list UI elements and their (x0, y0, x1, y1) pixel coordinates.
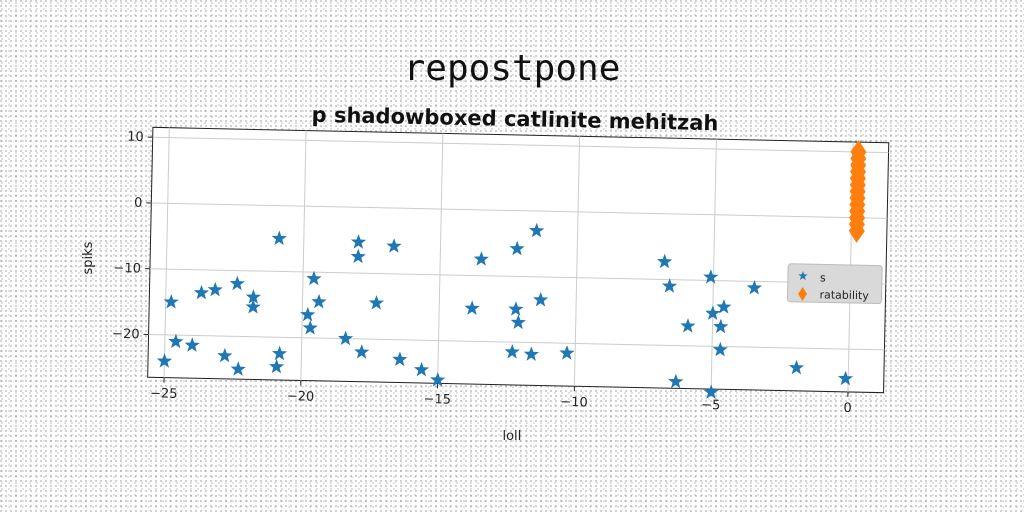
grid-line-y (152, 136, 889, 154)
star-point (657, 253, 673, 269)
x-tick-label: 0 (843, 401, 852, 416)
star-point (473, 251, 489, 266)
star-point (306, 270, 322, 286)
star-point (368, 295, 385, 310)
star-point (703, 384, 719, 399)
star-point (337, 330, 354, 346)
star-point (268, 358, 285, 374)
star-point (430, 372, 446, 387)
star-point (668, 373, 684, 389)
plot-area: −20 −10 0 10 −25 −20 −15 −10 −5 0 s ratability (112, 126, 890, 416)
star-point (413, 361, 430, 377)
star-point (716, 299, 732, 314)
x-tick-label: −10 (560, 395, 588, 411)
legend-label-s: s (820, 271, 826, 284)
y-tick-label: −20 (112, 327, 140, 343)
star-point (386, 238, 402, 253)
star-point (705, 305, 721, 320)
star-point (300, 306, 316, 322)
y-tick-label: 10 (127, 130, 144, 145)
x-tick-label: −5 (701, 398, 720, 413)
y-axis-label: spiks (81, 241, 96, 274)
star-point (837, 370, 854, 386)
data-points (156, 139, 867, 399)
star-point (464, 300, 480, 315)
star-point (354, 344, 370, 359)
star-point (788, 359, 805, 375)
star-point (229, 275, 245, 291)
star-point (302, 320, 318, 335)
star-point (311, 293, 327, 309)
star-point (509, 240, 525, 256)
grid-line-y (148, 334, 885, 351)
star-point (508, 301, 524, 316)
star-point (712, 341, 728, 357)
star-point (661, 278, 678, 293)
x-tick-label: −20 (287, 389, 315, 405)
grid-line-x (573, 136, 581, 387)
star-point (217, 347, 233, 363)
star-point (559, 345, 575, 360)
star-point (533, 291, 549, 307)
star-point (504, 344, 520, 359)
star-point (703, 269, 719, 284)
star-point (207, 281, 223, 297)
star-point (392, 351, 408, 367)
diamond-point (850, 139, 867, 164)
star-point (193, 284, 210, 300)
star-point (271, 345, 288, 361)
legend-label-ratability: ratability (819, 288, 869, 302)
star-point (245, 299, 261, 314)
star-point (350, 248, 366, 264)
star-point (713, 318, 729, 334)
star-point (230, 361, 246, 376)
legend-marker-ratability (798, 286, 808, 301)
star-point (271, 230, 287, 246)
star-point (350, 234, 367, 249)
grid-line-x (710, 139, 717, 390)
legend: s ratability (786, 263, 883, 305)
y-tick-label: −10 (113, 261, 141, 277)
grid-line-y (149, 268, 886, 285)
chart-title: p shadowboxed catlinite mehitzah (311, 103, 718, 136)
x-axis-ticks: −25 −20 −15 −10 −5 0 (150, 377, 852, 416)
legend-marker-s (798, 270, 808, 281)
legend-box (786, 263, 883, 305)
grid-line-x (300, 130, 307, 381)
star-point (680, 318, 696, 333)
y-axis-ticks: −20 −10 0 10 (112, 130, 153, 343)
plot-frame (147, 126, 890, 394)
x-tick-label: −15 (423, 392, 451, 408)
star-point (529, 222, 545, 238)
grid-line-x (163, 127, 170, 378)
y-tick-label: 0 (134, 196, 143, 211)
chart-suptitle: repostpone (404, 48, 621, 89)
x-tick-label: −25 (150, 386, 178, 402)
star-point (156, 353, 173, 368)
star-point (523, 346, 539, 361)
grid-line-x (437, 133, 444, 384)
star-point (746, 279, 763, 295)
x-axis-label: lolI (502, 429, 521, 444)
star-point (245, 289, 262, 304)
grid-line-y (151, 202, 888, 219)
star-point (510, 314, 526, 330)
star-point (184, 337, 200, 352)
star-point (168, 333, 184, 349)
star-point (163, 294, 179, 309)
